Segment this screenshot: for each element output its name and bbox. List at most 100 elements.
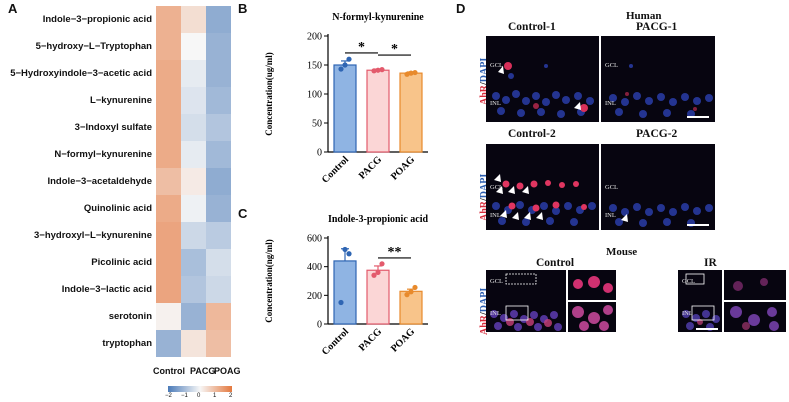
inset-control-inl-cells [572,305,613,331]
image-mouse-control: GCL INL [486,270,566,332]
mouse-ir-nuclei [682,273,720,331]
mouse-control-nuclei [490,273,562,331]
heatmap-cell [181,168,206,195]
bar [399,72,423,153]
heatmap-cell [156,249,181,276]
heatmap-cell [206,330,231,357]
significance-label: * [358,40,365,55]
bar [333,260,357,325]
heatmap-cell [156,222,181,249]
data-point [371,272,377,278]
heatmap-cell [206,222,231,249]
gcl-label-4: GCL [605,184,618,191]
data-point [404,292,410,298]
heatmap-cell [156,276,181,303]
data-point [346,251,352,257]
title-mouse-ir: IR [704,257,717,269]
x-tick-label: PACG [357,326,384,353]
y-tick-label: 50 [312,119,322,130]
y-tick-label: 100 [307,90,322,101]
heatmap-cell [181,276,206,303]
bar [366,269,390,325]
heatmap-cell [206,141,231,168]
heatmap-row-label: L−kynurenine [89,95,152,106]
chart-c: Indole-3-propionic acid Concentration(ng/… [264,214,429,358]
heatmap-cell [181,195,206,222]
heatmap-cell [156,114,181,141]
y-axis-label: Concentration(ng/ml) [264,239,274,323]
bar [366,69,390,153]
pacg-1-nuclei [609,64,713,118]
x-tick-label: POAG [389,326,417,354]
scale-tick-label: −1 [181,393,188,399]
gcl-label-1: GCL [490,62,503,69]
mouse-label: Mouse [606,246,638,258]
heatmap-row-label: Quinolinic acid [83,203,152,214]
heatmap-row-label: 5−hydroxy−L−Tryptophan [35,41,152,52]
scale-tick-label: 2 [229,393,233,399]
heatmap-col-pacg: PACG [190,366,216,376]
heatmap-scale-ticks: −2 −1 0 1 2 [165,393,233,401]
gcl-label-6: GCL [682,278,695,285]
heatmap-row-label: Indole−3−acetaldehyde [47,176,152,187]
bar [333,64,357,153]
inl-label-6: INL [682,310,693,317]
heatmap-cell [181,222,206,249]
data-point [338,299,344,306]
heatmap-cell [156,33,181,60]
data-point [412,69,418,76]
title-mouse-control: Control [536,257,575,269]
y-tick-label: 0 [317,148,322,159]
heatmap-row-label: 3−hydroxyl−L−kynurenine [33,230,152,241]
y-tick-label: 150 [307,61,322,72]
heatmap-cell [206,168,231,195]
heatmap-cell [206,60,231,87]
scale-bar-2 [687,224,709,226]
heatmap-cell [156,60,181,87]
gcl-label-5: GCL [490,278,503,285]
heatmap-cell [181,330,206,357]
heatmap-cell [156,168,181,195]
image-pacg-2: GCL INL [601,144,715,230]
scale-tick-label: 1 [213,393,217,399]
heatmap-cell [156,141,181,168]
data-point [375,269,381,275]
title-control-2: Control-2 [508,128,556,140]
heatmap: Indole−3−propionic acid 5−hydroxy−L−Trypt… [0,0,241,402]
inset-mouse-ir-gcl [724,270,786,300]
data-point [404,71,410,77]
inset-control-gcl-cells [573,276,613,293]
chart-b: N-formyl-kynurenine Concentration(ug/ml) 0… [264,12,428,186]
data-point [342,62,348,68]
heatmap-row-label: 3−Indoxyl sulfate [74,122,152,133]
inl-label-3: INL [490,212,501,219]
data-point [379,67,385,73]
y-tick-label: 400 [307,262,322,273]
data-point [379,261,385,267]
heatmap-cell [206,249,231,276]
heatmap-row-label: N−formyl−kynurenine [54,149,152,160]
control-1-nuclei [492,62,594,118]
inl-label-5: INL [490,310,501,317]
panel-d: Human Control-1 PACG-1 AhR/DAPI GCL INL … [456,0,789,402]
gcl-label-3: GCL [490,184,503,191]
title-pacg-2: PACG-2 [636,128,678,140]
pacg-2-nuclei [609,203,713,227]
inl-label-4: INL [605,212,616,219]
x-tick-label: Control [320,326,351,357]
image-mouse-ir: GCL INL [678,270,722,332]
x-tick-label: POAG [389,154,417,182]
heatmap-cell [181,33,206,60]
heatmap-cell [156,303,181,330]
y-tick-label: 200 [307,32,322,43]
inl-label-1: INL [490,100,501,107]
heatmap-cell [156,87,181,114]
data-point [371,68,377,74]
inset-mouse-control-inl [568,302,616,332]
bar [399,290,423,325]
y-axis-label: Concentration(ug/ml) [264,52,274,136]
scale-bar-1 [687,116,709,118]
heatmap-cell [206,6,231,33]
chart-title: Indole-3-propionic acid [328,214,429,225]
significance-label: ** [388,245,402,260]
